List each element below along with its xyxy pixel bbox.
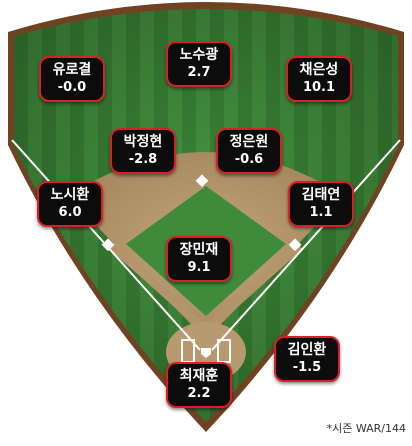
player-name: 노수광 — [179, 47, 219, 63]
player-card-6: 노시환 6.0 — [37, 181, 103, 227]
player-card-10: 최재훈 2.2 — [166, 362, 232, 408]
player-card-3: 채은성 10.1 — [286, 56, 352, 102]
first-base — [288, 238, 302, 252]
player-war: -2.8 — [128, 152, 158, 167]
foul-line-right — [211, 139, 401, 351]
player-name: 유로결 — [52, 62, 92, 78]
player-card-2: 노수광 2.7 — [166, 41, 232, 87]
player-war: -0.6 — [234, 152, 264, 167]
player-war: 10.1 — [302, 80, 336, 95]
player-name: 박정현 — [123, 134, 163, 150]
player-name: 최재훈 — [179, 368, 219, 384]
player-war: 6.0 — [58, 205, 82, 220]
footnote: *시즌 WAR/144 — [326, 422, 406, 435]
player-name: 장민재 — [179, 242, 219, 258]
player-name: 김인환 — [287, 342, 327, 358]
player-card-4: 박정현 -2.8 — [110, 128, 176, 174]
player-card-1: 유로결 -0.0 — [39, 56, 105, 102]
player-war: 9.1 — [187, 260, 211, 275]
player-war: 2.7 — [187, 65, 211, 80]
player-card-9: 김인환 -1.5 — [274, 336, 340, 382]
player-card-8: 장민재 9.1 — [166, 236, 232, 282]
home-plate — [201, 348, 211, 358]
second-base — [195, 174, 209, 188]
player-name: 노시환 — [50, 187, 90, 203]
third-base — [101, 238, 115, 252]
player-name: 김태연 — [301, 187, 341, 203]
player-war: 2.2 — [187, 386, 211, 401]
player-name: 정은원 — [229, 134, 269, 150]
player-war: -0.0 — [57, 80, 87, 95]
player-name: 채은성 — [299, 62, 339, 78]
player-card-5: 정은원 -0.6 — [216, 128, 282, 174]
player-war: 1.1 — [309, 205, 333, 220]
player-card-7: 김태연 1.1 — [288, 181, 354, 227]
player-war: -1.5 — [292, 360, 322, 375]
